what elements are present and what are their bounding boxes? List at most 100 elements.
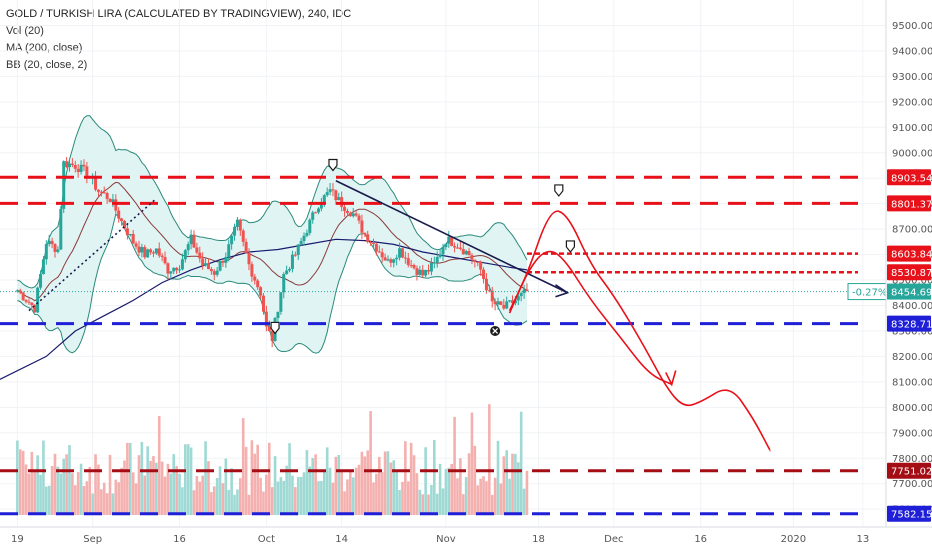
volume-bar [320,480,323,515]
bollinger-bands [17,115,528,354]
candle-body [366,234,370,242]
candle-body [435,256,439,263]
volume-bar [496,440,500,515]
volume-bar [282,480,286,515]
volume-bar [68,445,71,515]
volume-bar [230,468,233,515]
volume-bar [508,478,511,515]
volume-bar [126,442,129,515]
candle-body [39,274,43,288]
volume-bar [131,472,135,515]
candle-body [215,270,219,275]
candle-body [85,166,89,177]
volume-bar [256,444,259,515]
volume-bar [467,453,471,515]
last-price-label: 8454.69 [891,288,932,299]
level-price-badge [887,169,931,186]
volume-bar [88,466,92,515]
candle-body [186,244,190,251]
candle-body [455,247,459,249]
candle-body [233,226,237,236]
price-tick-label: 9000.00 [892,148,932,159]
level-price-label: 8603.84 [891,250,932,261]
volume-bar [476,485,480,515]
volume-bar [354,467,358,515]
candle-body [372,242,376,244]
volume-bar [18,449,22,515]
price-tick-label: 8500.00 [892,276,932,287]
candle-body [259,287,263,296]
candle-body [412,264,416,269]
candle-body [525,289,529,292]
hand-pointer-icon [565,240,575,253]
time-axis-bg [0,527,932,550]
volume-bar [91,493,94,515]
volume-bar [105,493,109,515]
candle-body [94,177,98,190]
volume-bar [351,477,355,515]
volume-bar [360,451,364,515]
volume-bar [227,489,231,515]
volume-bar [308,466,312,515]
volume-bar [299,476,303,515]
candle-body [250,264,254,277]
candle-body [354,213,358,216]
candle-body [299,240,303,245]
last-price-badge [887,283,931,300]
candle-body [467,251,471,256]
level-price-label: 7582.15 [891,510,932,521]
volume-bar [433,440,436,515]
candle-body [453,246,457,248]
candle-body [464,251,468,255]
volume-bar [262,491,265,515]
candle-body [140,247,144,253]
horizontal-levels: -0.27% [0,175,887,516]
candle-body [70,163,74,165]
candle-body [44,244,48,260]
volume-bar [123,460,126,515]
volume-bar [366,450,370,515]
candle-body [357,215,361,221]
volume-bar [380,472,384,515]
level-price-label: 8801.37 [891,199,932,210]
volume-bar [250,440,254,515]
candle-body [96,189,100,192]
volume-bar [163,476,167,515]
candle-body [282,274,286,293]
volume-bar [155,462,158,515]
candle-body [65,161,69,168]
candle-body [322,195,326,205]
candle-body [120,218,124,222]
candle-body [377,251,381,253]
volume-bar [47,485,51,515]
candle-body [204,263,208,266]
candle-body [484,278,488,291]
candle-body [30,302,34,306]
candle-body [50,240,54,245]
projection-drawing [508,210,771,452]
candle-body [386,259,390,261]
price-tick-label: 8400.00 [892,301,932,312]
candle-body [218,261,222,271]
volume-bar [369,411,372,515]
indicator-bb[interactable]: BB (20, close, 2) [6,59,88,71]
price-tick-label: 8200.00 [892,352,932,363]
volume-bar [447,467,451,515]
volume-bar [244,446,248,515]
volume-bar [450,463,453,515]
volume-bar [233,494,236,515]
candle-body [76,168,80,172]
price-tick-label: 9400.00 [892,46,932,57]
volume-bar [39,474,42,515]
candle-body [178,269,182,271]
ma-line [0,238,528,380]
volume-bar [511,453,514,515]
volume-bar [435,493,439,515]
time-tick-label: 16 [173,534,186,545]
volume-bar [322,471,326,515]
volume-bar [392,460,396,515]
trendlines [28,158,575,336]
candle-body [421,269,425,276]
indicator-vol[interactable]: Vol (20) [6,25,44,37]
